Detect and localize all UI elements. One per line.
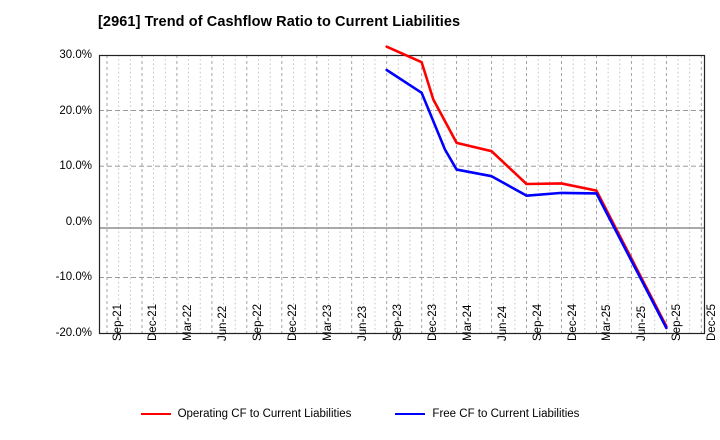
x-axis-tick-label: Dec-24 bbox=[566, 303, 579, 341]
legend-color-swatch bbox=[395, 413, 426, 415]
legend-label: Free CF to Current Liabilities bbox=[432, 408, 580, 420]
x-axis-tick-label: Dec-25 bbox=[706, 303, 719, 341]
x-axis-tick-label: Dec-23 bbox=[426, 303, 439, 341]
y-axis-tick-label: 20.0% bbox=[59, 104, 92, 117]
legend-label: Operating CF to Current Liabilities bbox=[177, 408, 352, 420]
x-axis-tick-label: Sep-21 bbox=[112, 303, 124, 341]
x-axis-tick-label: Jun-23 bbox=[356, 305, 369, 341]
major-gridlines bbox=[99, 110, 705, 278]
y-axis-tick-label: 10.0% bbox=[59, 160, 92, 173]
x-axis-tick-label: Jun-25 bbox=[636, 305, 649, 341]
x-axis-tick-label: Mar-22 bbox=[181, 304, 194, 341]
x-axis-tick-label: Dec-22 bbox=[286, 303, 299, 341]
legend-item[interactable]: Operating CF to Current Liabilities bbox=[140, 408, 352, 420]
x-axis-tick-label: Sep-24 bbox=[531, 303, 544, 341]
x-axis-tick-label: Sep-22 bbox=[251, 303, 264, 341]
x-axis-tick-label: Mar-23 bbox=[321, 304, 334, 341]
series-lines bbox=[385, 45, 668, 330]
x-axis-tick-label: Sep-25 bbox=[671, 303, 684, 341]
plot-frame bbox=[98, 54, 706, 335]
x-axis-tick-label: Dec-21 bbox=[146, 303, 159, 341]
y-axis-tick-label: -20.0% bbox=[55, 327, 92, 339]
x-axis-tick-label: Mar-24 bbox=[461, 304, 474, 341]
legend-item[interactable]: Free CF to Current Liabilities bbox=[395, 408, 579, 420]
chart-title: [2961] Trend of Cashflow Ratio to Curren… bbox=[98, 14, 461, 30]
y-axis-tick-label: 30.0% bbox=[59, 49, 92, 61]
y-axis-tick-label: -10.0% bbox=[55, 271, 92, 284]
y-axis-tick-label: 0.0% bbox=[65, 215, 92, 228]
minor-gridlines bbox=[106, 55, 702, 333]
chart-legend: Operating CF to Current Liabilities Free … bbox=[0, 408, 720, 420]
x-axis-tick-label: Jun-22 bbox=[216, 305, 229, 341]
x-axis-tick-label: Sep-23 bbox=[391, 303, 404, 341]
x-axis-tick-label: Jun-24 bbox=[496, 305, 509, 341]
x-axis-tick-label: Mar-25 bbox=[601, 304, 614, 341]
legend-color-swatch bbox=[140, 413, 171, 415]
